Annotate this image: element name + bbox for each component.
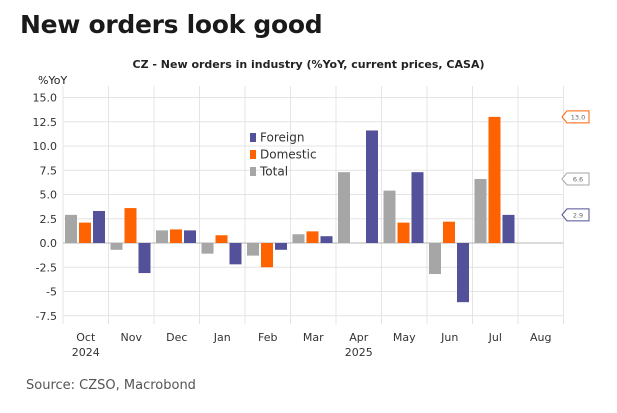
x-tick-label: Oct [76,331,96,344]
bar-total [292,234,305,243]
bar-foreign [275,243,287,250]
bar-total [247,243,259,256]
bar-total [429,243,441,275]
bar-domestic [306,231,319,243]
x-tick-label: Apr [349,331,369,344]
bar-domestic [261,243,273,268]
x-tick-label: Jun [440,331,458,344]
source-note: Source: CZSO, Macrobond [26,378,196,393]
headline: New orders look good [20,10,323,39]
y-tick-label: -2.5 [36,261,57,274]
bar-foreign [138,243,151,274]
legend-swatch-total [250,167,256,176]
end-tag-total [561,172,590,186]
x-tick-label: May [393,331,416,344]
bar-total [474,178,487,243]
bar-domestic [124,208,137,243]
x-tick-label: Jan [213,331,231,344]
legend-swatch-domestic [250,150,256,159]
y-tick-label: -7.5 [36,310,57,323]
chart-title: CZ - New orders in industry (%YoY, curre… [132,58,485,71]
end-tag-label-total: 6.6 [573,175,583,183]
x-tick-label: Dec [166,331,187,344]
bar-domestic [488,116,501,243]
bar-domestic [79,222,91,243]
y-tick-label: 5.0 [40,189,58,202]
y-axis-label: %YoY [38,74,68,87]
end-tag-foreign [561,208,590,222]
bar-total [383,190,396,243]
year-label: 2024 [72,346,100,359]
bar-foreign [366,130,378,243]
y-tick-label: 0.0 [40,237,58,250]
end-tag-label-foreign: 2.9 [573,211,583,219]
bar-total [156,230,168,243]
bar-foreign [320,236,333,243]
bar-foreign [411,172,424,243]
bar-total [65,214,77,243]
x-tick-label: Aug [530,331,551,344]
y-tick-label: 12.5 [33,116,58,129]
legend-swatch-foreign [250,133,256,142]
legend-label-total: Total [259,165,288,179]
bar-total [201,243,214,254]
end-tag-label-domestic: 13.0 [571,113,585,121]
x-tick-label: Nov [121,331,143,344]
y-tick-label: 10.0 [33,140,58,153]
bar-domestic [170,229,182,243]
bar-foreign [93,210,105,243]
bar-domestic [443,221,455,243]
bar-foreign [457,243,469,303]
x-tick-label: Feb [258,331,277,344]
bar-domestic [397,222,410,243]
y-tick-label: 7.5 [40,164,58,177]
legend-label-foreign: Foreign [260,131,304,145]
bar-foreign [184,230,196,243]
x-tick-label: Jul [488,331,502,344]
y-tick-label: -5 [46,286,57,299]
bar-domestic [215,235,228,243]
bar-foreign [502,214,515,243]
y-tick-label: 2.5 [40,213,58,226]
legend-label-domestic: Domestic [260,148,317,162]
end-tag-domestic [561,110,590,124]
bar-total [338,172,350,243]
bar-total [110,243,123,250]
year-label: 2025 [345,346,373,359]
x-tick-label: Mar [303,331,324,344]
bar-foreign [229,243,242,265]
y-tick-label: 15.0 [33,92,58,105]
